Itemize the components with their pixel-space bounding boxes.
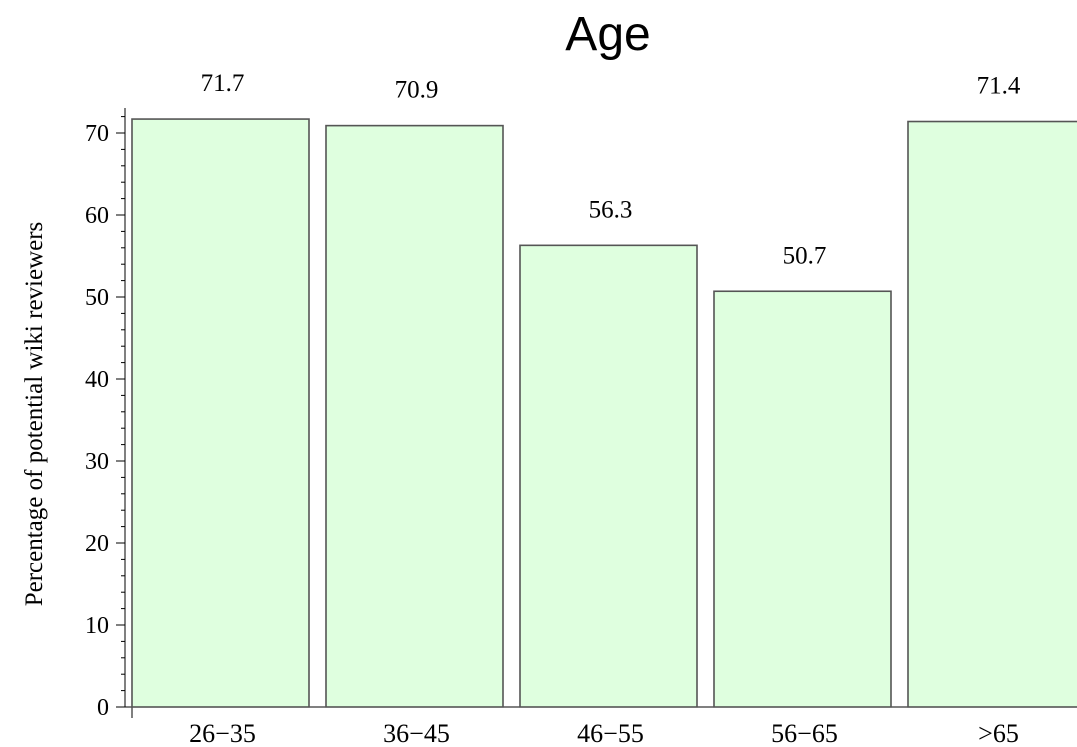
y-tick-label: 20	[85, 531, 109, 557]
bar	[325, 124, 504, 708]
y-axis-label: Percentage of potential wiki reviewers	[21, 222, 48, 607]
y-tick-label: 60	[85, 203, 109, 229]
y-tick-label: 50	[85, 285, 109, 311]
x-tick-label: 26−35	[189, 719, 256, 747]
y-tick-label: 0	[97, 695, 109, 721]
bar-value-label: 50.7	[783, 242, 827, 269]
y-tick-label: 30	[85, 449, 109, 475]
x-tick-label: 36−45	[383, 719, 450, 747]
x-tick-labels: 26−35 36−45 46−55 56−65 >65	[189, 719, 1019, 747]
chart-title: Age	[565, 8, 650, 61]
bar-value-label: 70.9	[395, 77, 439, 104]
bar	[131, 118, 310, 708]
bar	[907, 120, 1077, 708]
bar-value-label: 71.4	[977, 73, 1021, 100]
bars	[131, 118, 1077, 708]
y-tick-label: 70	[85, 121, 109, 147]
bar	[519, 244, 698, 708]
bar-value-label: 56.3	[589, 196, 633, 223]
bar-value-label: 71.7	[201, 70, 245, 97]
x-tick-label: 56−65	[771, 719, 838, 747]
y-tick-label: 40	[85, 367, 109, 393]
y-tick-label: 10	[85, 613, 109, 639]
bar	[713, 290, 892, 708]
x-tick-label: >65	[978, 719, 1019, 747]
x-tick-label: 46−55	[577, 719, 644, 747]
value-labels: 71.7 70.9 56.3 50.7 71.4	[201, 70, 1021, 269]
